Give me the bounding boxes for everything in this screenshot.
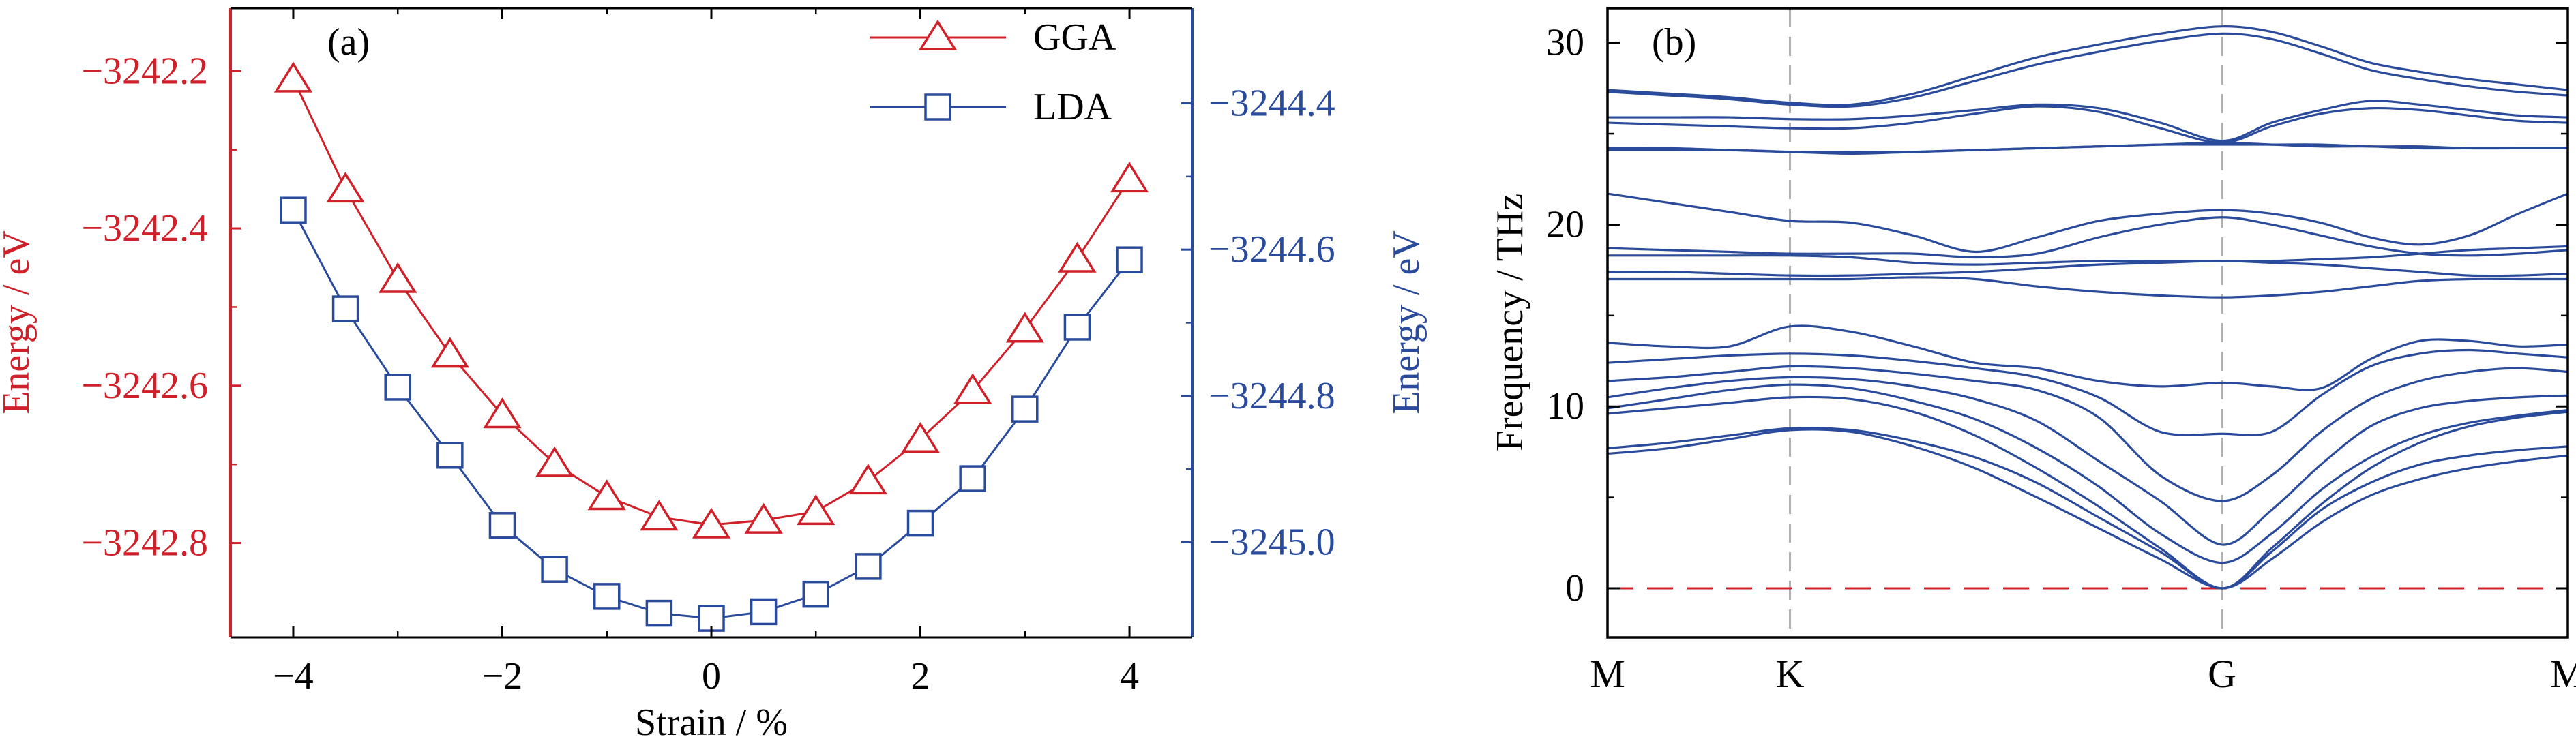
b-x-tick-label-3: M	[2550, 652, 2576, 696]
x-tick-label-0: −4	[273, 655, 314, 697]
y-left-tick-label-1: −3242.4	[81, 207, 208, 249]
b-y-tick-label-2: 20	[1546, 203, 1584, 245]
panel-a-xlabel: Strain / %	[635, 701, 788, 741]
panel-a-ylabel-right: Energy / eV	[1385, 230, 1427, 414]
gga-marker-5	[535, 446, 574, 477]
legend: GGA LDA	[870, 16, 1116, 128]
lda-marker-4	[488, 512, 516, 539]
phonon-band-14	[1607, 141, 2568, 153]
lda-marker-1	[331, 295, 359, 322]
gga-marker-11	[848, 464, 888, 495]
lda-marker-9	[750, 598, 778, 626]
legend-item-lda: LDA	[870, 86, 1112, 128]
lda-marker-10	[802, 580, 830, 608]
b-y-tick-label-0: 0	[1565, 567, 1584, 609]
phonon-band-6	[1607, 348, 2568, 436]
phonon-band-12	[1607, 192, 2568, 254]
legend-lda-label: LDA	[1033, 86, 1112, 128]
b-x-tick-label-1: K	[1776, 652, 1805, 696]
y-left-tick-label-3: −3242.8	[81, 522, 208, 564]
series-line-gga	[292, 78, 1131, 526]
lda-marker-6	[593, 583, 621, 610]
series-line-lda	[292, 209, 1131, 620]
y-right-tick-label-3: −3245.0	[1209, 521, 1335, 563]
panel-b-frame	[1606, 7, 2569, 639]
phonon-band-10	[1608, 245, 2568, 266]
gga-marker-15	[1058, 241, 1097, 273]
lda-marker-3	[436, 442, 464, 469]
lda-marker-7	[645, 599, 673, 627]
phonon-band-15	[1607, 105, 2568, 145]
gga-marker-7	[640, 500, 679, 531]
legend-lda-marker	[924, 93, 951, 121]
gga-marker-13	[953, 373, 992, 404]
phonon-band-9	[1607, 260, 2568, 277]
phonon-band-5	[1607, 365, 2568, 502]
gga-marker-9	[744, 502, 783, 534]
gga-marker-14	[1005, 312, 1044, 343]
panel-a: −4 −2 0 2 4 −3242.2 −3242.4 −3242.6 −3242.8 −3244…	[0, 7, 1427, 741]
gga-marker-3	[430, 337, 470, 368]
legend-gga-label: GGA	[1033, 16, 1116, 59]
phonon-band-11	[1607, 216, 2568, 259]
legend-item-gga: GGA	[870, 16, 1116, 59]
lda-marker-16	[1116, 246, 1143, 273]
lda-marker-2	[384, 374, 411, 401]
panel-b-label: (b)	[1652, 21, 1696, 63]
panel-b: 0 10 20 30 M K G M (b) Frequency / THz	[1489, 7, 2576, 696]
panel-b-guides	[1608, 8, 2568, 637]
phonon-band-0	[1607, 428, 2568, 590]
gga-marker-0	[273, 61, 313, 93]
y-right-tick-label-0: −3244.4	[1209, 82, 1335, 125]
phonon-band-3	[1607, 383, 2568, 564]
legend-gga-marker	[918, 19, 958, 50]
gga-marker-12	[901, 421, 940, 453]
phonon-band-17	[1607, 32, 2568, 108]
lda-marker-0	[280, 196, 307, 224]
x-tick-label-1: −2	[482, 655, 523, 697]
panel-a-ticks: −4 −2 0 2 4 −3242.2 −3242.4 −3242.6 −3242.8 −3244…	[81, 8, 1335, 697]
lda-marker-11	[855, 553, 882, 580]
panel-a-ylabel-left: Energy / eV	[0, 230, 38, 414]
b-y-tick-label-3: 30	[1546, 22, 1584, 64]
lda-marker-12	[906, 509, 934, 537]
lda-marker-5	[541, 556, 568, 583]
b-x-tick-label-0: M	[1590, 652, 1625, 696]
b-x-tick-label-2: G	[2208, 652, 2236, 696]
gga-marker-10	[797, 494, 835, 526]
phonon-band-2	[1607, 395, 2568, 590]
lda-marker-14	[1011, 395, 1039, 423]
y-right-tick-label-2: −3244.8	[1209, 375, 1335, 417]
y-left-tick-label-0: −3242.2	[81, 50, 208, 92]
gga-marker-1	[326, 172, 365, 203]
gga-marker-8	[692, 507, 731, 539]
gga-marker-6	[587, 479, 626, 511]
phonon-band-18	[1607, 25, 2568, 106]
panel-b-bands	[1607, 25, 2568, 590]
lda-marker-13	[959, 465, 986, 492]
phonon-band-8	[1608, 276, 2568, 299]
x-tick-label-2: 0	[702, 655, 721, 697]
y-left-tick-label-2: −3242.6	[81, 365, 208, 407]
gga-marker-4	[483, 397, 522, 429]
gga-marker-16	[1110, 162, 1149, 193]
panel-a-series	[273, 61, 1149, 632]
y-right-tick-label-1: −3244.6	[1209, 228, 1335, 271]
panel-a-label: (a)	[327, 21, 370, 63]
panel-b-ticks: 0 10 20 30 M K G M	[1546, 22, 2576, 696]
phonon-band-1	[1607, 427, 2568, 590]
phonon-band-16	[1607, 100, 2568, 142]
gga-marker-2	[379, 262, 417, 293]
panel-b-ylabel: Frequency / THz	[1489, 194, 1531, 451]
lda-marker-15	[1063, 314, 1091, 341]
phonon-band-7	[1607, 324, 2568, 391]
x-tick-label-4: 4	[1120, 655, 1139, 697]
phonon-band-4	[1607, 376, 2568, 546]
x-tick-label-3: 2	[911, 655, 930, 697]
b-y-tick-label-1: 10	[1546, 385, 1584, 427]
